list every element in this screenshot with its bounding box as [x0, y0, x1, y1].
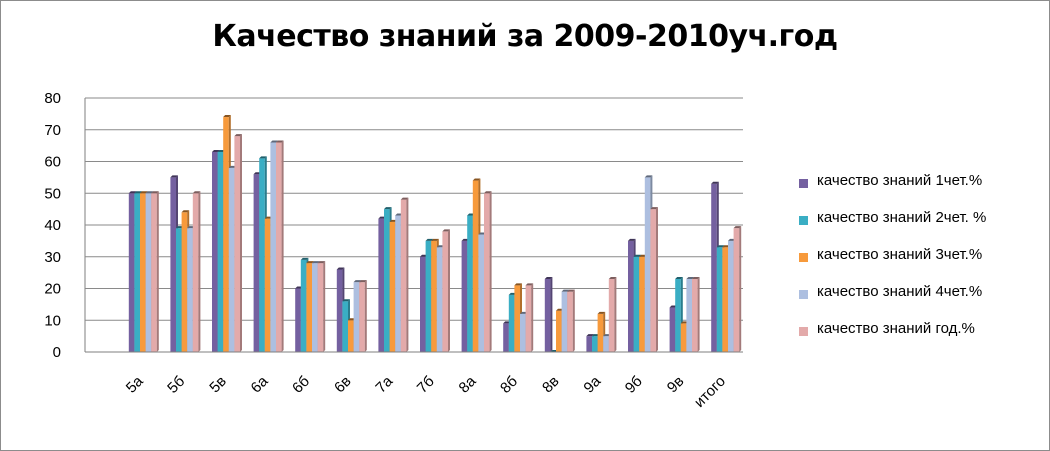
legend-item: качество знаний 4чет.%: [795, 280, 1045, 307]
bar: [692, 276, 700, 352]
x-tick-label: 9б: [622, 373, 646, 397]
x-tick-label: 8в: [539, 373, 563, 397]
legend: качество знаний 1чет.% качество знаний 2ч…: [795, 169, 1045, 354]
x-tick-label: 6б: [289, 373, 313, 397]
y-tick-label: 40: [44, 217, 61, 234]
legend-label: качество знаний 4чет.%: [817, 283, 983, 300]
legend-swatch: [799, 290, 808, 299]
bar: [276, 140, 284, 352]
bar: [567, 289, 575, 352]
x-tick-label: 7б: [414, 373, 438, 397]
y-tick-label: 70: [44, 122, 61, 139]
legend-item: качество знаний год.%: [795, 317, 1045, 344]
chart-title: Качество знаний за 2009-2010уч.год: [212, 19, 838, 54]
bar: [733, 226, 742, 352]
y-tick-label: 10: [44, 312, 61, 329]
x-tick-label: 7а: [372, 372, 396, 396]
bar: [544, 276, 553, 352]
x-tick-label: 6в: [331, 373, 355, 397]
bar: [484, 191, 492, 352]
bar: [525, 283, 534, 352]
y-tick-label: 50: [44, 185, 61, 202]
x-tick-label: 9а: [580, 372, 604, 396]
bar: [234, 134, 242, 352]
legend-label: качество знаний 3чет.%: [817, 246, 983, 263]
x-tick-label: 5а: [123, 372, 147, 396]
y-tick-label: 0: [53, 344, 61, 361]
x-tick-label: 5в: [206, 373, 230, 397]
x-tick-label: 9в: [664, 373, 688, 397]
y-tick-label: 30: [44, 249, 61, 266]
bar: [400, 197, 409, 352]
legend-item: качество знаний 2чет. %: [795, 206, 1045, 233]
legend-swatch: [799, 253, 808, 262]
bar: [359, 280, 367, 352]
bar: [192, 191, 201, 352]
legend-swatch: [799, 327, 808, 336]
bar: [317, 261, 326, 352]
x-tick-label: 5б: [164, 373, 188, 397]
y-tick-label: 60: [44, 154, 61, 171]
x-tick-label: 6а: [248, 372, 272, 396]
legend-item: качество знаний 1чет.%: [795, 169, 1045, 196]
legend-label: качество знаний год.%: [817, 320, 975, 337]
legend-swatch: [799, 179, 808, 188]
bar: [608, 276, 617, 352]
x-tick-label: 8б: [497, 373, 521, 397]
legend-swatch: [799, 216, 808, 225]
legend-label: качество знаний 1чет.%: [817, 172, 983, 189]
bar: [650, 207, 658, 352]
bar: [442, 229, 450, 352]
x-tick-label: 8а: [456, 372, 480, 396]
legend-label: качество знаний 2чет. %: [817, 209, 987, 226]
x-tick-label: итого: [691, 373, 729, 411]
y-tick-label: 80: [44, 90, 61, 107]
legend-item: качество знаний 3чет.%: [795, 243, 1045, 270]
y-tick-label: 20: [44, 281, 61, 298]
bar: [151, 191, 159, 352]
